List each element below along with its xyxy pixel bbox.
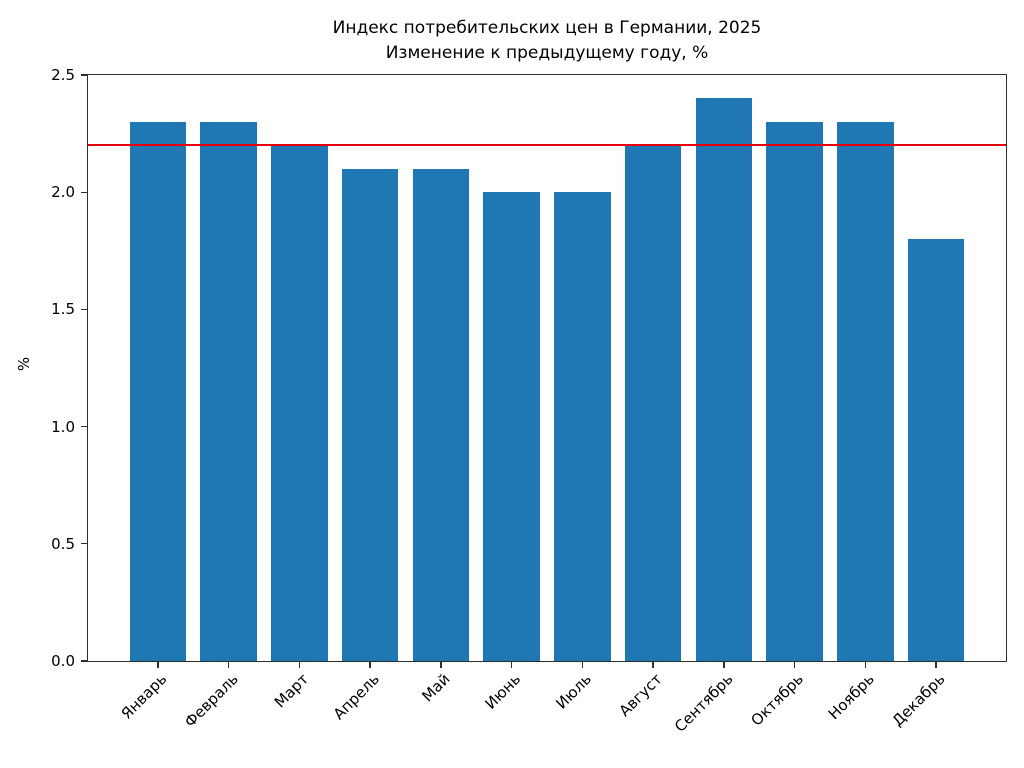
bar-январь xyxy=(129,121,187,661)
chart-title: Индекс потребительских цен в Германии, 2… xyxy=(332,18,762,38)
x-tick-mark xyxy=(369,662,371,668)
y-tick-label: 2.0 xyxy=(51,183,75,202)
x-tick-mark xyxy=(510,662,513,668)
bar-июнь xyxy=(483,192,540,661)
x-tick-label: Июль xyxy=(552,670,596,713)
y-tick-mark xyxy=(81,425,87,428)
x-tick-mark xyxy=(864,662,866,668)
bar-сентябрь xyxy=(695,98,753,661)
y-tick-mark xyxy=(81,191,87,193)
bar-март xyxy=(271,145,328,661)
y-tick-label: 2.5 xyxy=(51,66,75,84)
x-tick-label: Май xyxy=(418,670,454,706)
x-tick-mark xyxy=(228,662,230,668)
x-tick-mark xyxy=(723,662,725,668)
x-tick-label: Июнь xyxy=(481,670,525,713)
y-tick-mark xyxy=(81,660,87,662)
bar-август xyxy=(624,145,682,661)
x-tick-mark xyxy=(581,662,584,668)
x-tick-mark xyxy=(652,662,654,668)
chart-subtitle: Изменение к предыдущему году, % xyxy=(385,43,709,63)
y-tick-label: 0.0 xyxy=(51,652,75,670)
x-tick-label: Январь xyxy=(117,670,171,723)
bar-октябрь xyxy=(766,121,823,661)
reference-line xyxy=(88,144,1006,147)
x-tick-label: Август xyxy=(615,670,666,721)
y-axis-label: % xyxy=(15,356,33,372)
x-tick-mark xyxy=(298,662,301,668)
y-tick-mark xyxy=(81,74,87,76)
x-tick-mark xyxy=(440,662,442,668)
plot-area: 0.0 0.5 1.0 1.5 2.0 2.5 Январь Февраль Март Апрел… xyxy=(51,66,1007,736)
bar-ноябрь xyxy=(836,121,894,661)
bar-февраль xyxy=(200,121,258,661)
y-tick-label: 1.0 xyxy=(51,417,75,436)
x-tick-mark xyxy=(793,662,796,668)
x-tick-mark xyxy=(935,662,937,668)
x-tick-label: Апрель xyxy=(329,670,383,724)
bar-май xyxy=(412,168,470,661)
y-tick-label: 1.5 xyxy=(51,300,75,319)
bar-апрель xyxy=(341,168,399,661)
x-tick-label: Февраль xyxy=(180,670,242,731)
x-tick-label: Декабрь xyxy=(888,670,949,730)
x-tick-label: Сентябрь xyxy=(670,670,737,736)
x-tick-label: Март xyxy=(270,670,313,712)
x-tick-label: Октябрь xyxy=(747,670,808,730)
bar-июль xyxy=(554,192,611,661)
bar-декабрь xyxy=(907,239,965,661)
y-tick-mark xyxy=(81,308,87,311)
chart-title-block: Индекс потребительских цен в Германии, 2… xyxy=(88,16,1006,66)
y-tick-label: 0.5 xyxy=(51,534,75,553)
y-tick-mark xyxy=(81,543,87,545)
x-tick-label: Ноябрь xyxy=(824,670,878,724)
x-tick-mark xyxy=(157,662,159,668)
